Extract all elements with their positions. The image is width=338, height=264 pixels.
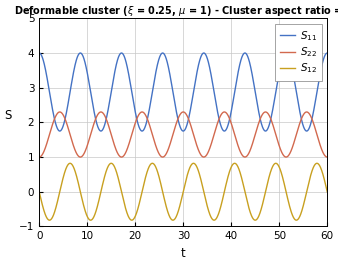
Y-axis label: S: S [4,109,11,122]
X-axis label: t: t [181,247,186,260]
Line: $S_{11}$: $S_{11}$ [39,53,327,131]
$S_{11}$ [58,129,62,133]
$S_{22}$ [210,140,214,143]
$S_{11}$ [37,51,41,55]
$S_{22}$ [58,110,62,114]
$S_{12}$ [90,218,94,221]
$S_{11}$ [224,127,228,130]
$S_{12}$ [37,190,41,193]
$S_{11}$ [252,84,256,88]
$S_{22}$ [147,123,151,126]
Line: $S_{22}$: $S_{22}$ [39,112,327,157]
$S_{22}$ [252,136,256,140]
$S_{11}$ [147,108,151,111]
$S_{12}$ [224,181,228,184]
$S_{12}$ [252,218,256,221]
$S_{12}$ [315,162,319,165]
$S_{12}$ [325,190,329,194]
$S_{12}$ [210,217,214,220]
$S_{12}$ [147,165,151,168]
$S_{22}$ [37,155,41,159]
Legend: $S_{11}$, $S_{22}$, $S_{12}$: $S_{11}$, $S_{22}$, $S_{12}$ [275,23,322,81]
$S_{22}$ [274,134,278,137]
$S_{12}$ [274,162,278,165]
$S_{11}$ [210,78,214,82]
Title: Deformable cluster ($\xi$ = 0.25, $\mu$ = 1) - Cluster aspect ratio = 2: Deformable cluster ($\xi$ = 0.25, $\mu$ … [14,4,338,18]
$S_{11}$ [274,89,278,92]
$S_{22}$ [325,155,329,159]
$S_{22}$ [90,130,94,133]
Line: $S_{12}$: $S_{12}$ [39,163,327,220]
$S_{12}$ [294,219,298,222]
$S_{22}$ [224,112,228,115]
$S_{11}$ [90,96,94,99]
$S_{11}$ [325,51,329,55]
